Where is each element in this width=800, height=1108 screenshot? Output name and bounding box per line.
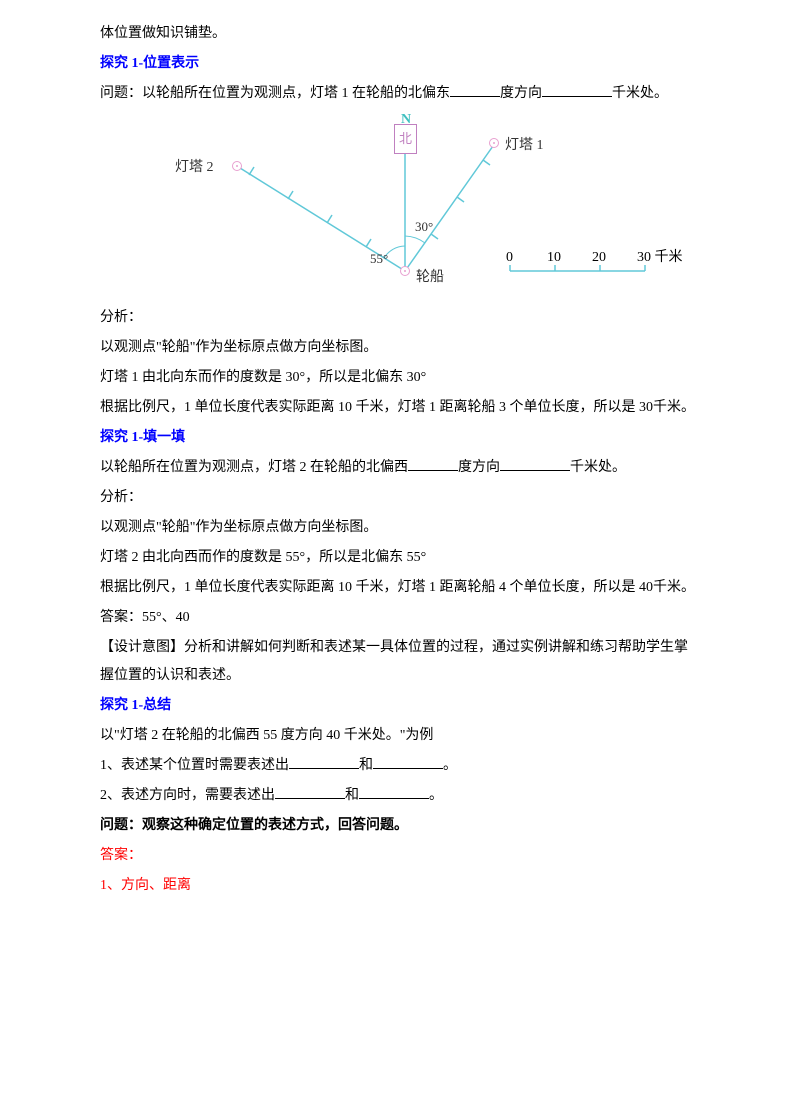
- blank-field: [450, 83, 500, 97]
- paragraph-question: 以轮船所在位置为观测点，灯塔 2 在轮船的北偏西 度方向 千米处。: [100, 454, 700, 482]
- text: 千米处。: [570, 460, 626, 475]
- text: 问题：以轮船所在位置为观测点，灯塔 1 在轮船的北偏东: [100, 86, 450, 101]
- paragraph-question-bold: 问题：观察这种确定位置的表述方式，回答问题。: [100, 812, 700, 840]
- text: 和: [359, 758, 373, 773]
- blank-field: [275, 785, 345, 799]
- paragraph: 以"灯塔 2 在轮船的北偏西 55 度方向 40 千米处。"为例: [100, 722, 700, 750]
- scale-10: 10: [547, 244, 561, 272]
- ship-label: 轮船: [416, 264, 444, 292]
- north-box-label: 北: [394, 124, 417, 154]
- text: 和: [345, 788, 359, 803]
- paragraph: 体位置做知识铺垫。: [100, 20, 700, 48]
- text: 度方向: [500, 86, 542, 101]
- paragraph-fill-2: 2、表述方向时，需要表述出 和 。: [100, 782, 700, 810]
- lighthouse2-label: 灯塔 2: [175, 154, 214, 182]
- paragraph: 分析：: [100, 484, 700, 512]
- text: 2、表述方向时，需要表述出: [100, 788, 275, 803]
- lighthouse1-point: [489, 138, 499, 148]
- text: 以轮船所在位置为观测点，灯塔 2 在轮船的北偏西: [100, 460, 408, 475]
- blank-field: [500, 457, 570, 471]
- heading-explore-1-fill: 探究 1-填一填: [100, 424, 700, 452]
- ship-point: [400, 266, 410, 276]
- paragraph: 灯塔 1 由北向东而作的度数是 30°，所以是北偏东 30°: [100, 364, 700, 392]
- scale-20: 20: [592, 244, 606, 272]
- text: 1、表述某个位置时需要表述出: [100, 758, 289, 773]
- paragraph: 根据比例尺，1 单位长度代表实际距离 10 千米，灯塔 1 距离轮船 3 个单位…: [100, 394, 700, 422]
- paragraph-question: 问题：以轮船所在位置为观测点，灯塔 1 在轮船的北偏东 度方向 千米处。: [100, 80, 700, 108]
- paragraph: 以观测点"轮船"作为坐标原点做方向坐标图。: [100, 514, 700, 542]
- blank-field: [289, 755, 359, 769]
- scale-30: 30 千米: [637, 244, 683, 272]
- paragraph: 分析：: [100, 304, 700, 332]
- answer-label: 答案：: [100, 842, 700, 870]
- paragraph: 答案：55°、40: [100, 604, 700, 632]
- heading-explore-1-summary: 探究 1-总结: [100, 692, 700, 720]
- answer-1: 1、方向、距离: [100, 872, 700, 900]
- paragraph-fill-1: 1、表述某个位置时需要表述出 和 。: [100, 752, 700, 780]
- diagram-container: N 北 灯塔 1 灯塔 2 轮船 30° 55° 0 10 20 30 千米: [100, 116, 700, 296]
- heading-explore-1-position: 探究 1-位置表示: [100, 50, 700, 78]
- paragraph: 以观测点"轮船"作为坐标原点做方向坐标图。: [100, 334, 700, 362]
- angle-30-label: 30°: [415, 214, 433, 240]
- paragraph: 根据比例尺，1 单位长度代表实际距离 10 千米，灯塔 1 距离轮船 4 个单位…: [100, 574, 700, 602]
- angle-55-label: 55°: [370, 246, 388, 272]
- lighthouse1-label: 灯塔 1: [505, 132, 544, 160]
- paragraph: 【设计意图】分析和讲解如何判断和表述某一具体位置的过程，通过实例讲解和练习帮助学…: [100, 634, 700, 690]
- blank-field: [408, 457, 458, 471]
- text: 。: [429, 788, 443, 803]
- blank-field: [542, 83, 612, 97]
- text: 度方向: [458, 460, 500, 475]
- lighthouse-diagram: N 北 灯塔 1 灯塔 2 轮船 30° 55° 0 10 20 30 千米: [140, 116, 660, 296]
- paragraph: 灯塔 2 由北向西而作的度数是 55°，所以是北偏东 55°: [100, 544, 700, 572]
- blank-field: [359, 785, 429, 799]
- scale-0: 0: [506, 244, 513, 272]
- text: 千米处。: [612, 86, 668, 101]
- lighthouse2-point: [232, 161, 242, 171]
- text: 。: [443, 758, 457, 773]
- blank-field: [373, 755, 443, 769]
